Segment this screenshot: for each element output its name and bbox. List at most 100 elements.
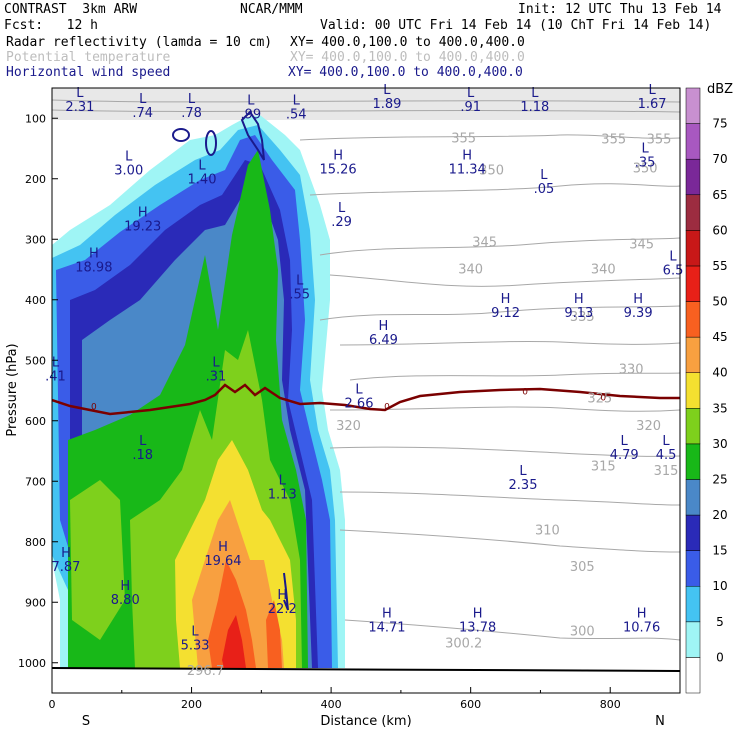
wind-extremum-kind: H	[633, 292, 643, 307]
wind-extremum-kind: L	[212, 355, 220, 370]
wind-extremum-value: 14.71	[368, 620, 405, 635]
field-reflectivity-xy: XY= 400.0,100.0 to 400.0,400.0	[290, 35, 525, 50]
wind-extremum-value: .74	[132, 106, 153, 121]
y-tick-label: 1000	[18, 657, 46, 670]
colorbar-level-label: 15	[712, 544, 727, 558]
wind-extremum-kind: L	[641, 142, 649, 157]
theta-label: 310	[535, 523, 560, 538]
colorbar-swatch	[685, 621, 701, 658]
wind-extremum-kind: H	[120, 579, 130, 594]
wind-extremum-kind: H	[277, 588, 287, 603]
freezing-level-label: 0	[522, 388, 528, 398]
wind-extremum-kind: L	[52, 355, 60, 370]
wind-extremum-kind: L	[338, 201, 346, 216]
colorbar-level-label: 75	[712, 117, 727, 131]
wind-extremum-kind: L	[383, 83, 391, 98]
forecast-hour: Fcst: 12 h	[4, 18, 98, 33]
wind-extremum-value: 9.39	[624, 306, 653, 321]
colorbar-level-label: 50	[712, 295, 727, 309]
theta-line-335	[319, 305, 680, 321]
colorbar-level-label: 25	[712, 472, 727, 486]
colorbar-swatch	[685, 514, 701, 551]
wind-extremum-value: 1.18	[520, 100, 549, 115]
wind-extremum-kind: L	[531, 86, 539, 101]
wind-extremum-kind: L	[662, 434, 670, 449]
wind-extremum-value: 15.26	[319, 162, 356, 177]
colorbar-level-label: 55	[712, 259, 727, 273]
field-reflectivity-name: Radar reflectivity (lamda = 10 cm)	[6, 35, 273, 50]
theta-line-300	[344, 619, 680, 641]
freezing-level-label: 0	[600, 394, 606, 404]
colorbar-level-label: 20	[712, 508, 727, 522]
theta-line-310	[339, 491, 680, 506]
y-tick-label: 100	[25, 112, 46, 125]
wind-extremum-kind: H	[501, 292, 511, 307]
colorbar-swatch	[685, 336, 701, 373]
wind-extremum-value: .31	[206, 369, 227, 384]
colorbar-level-label: 0	[716, 650, 724, 664]
theta-label: 325	[587, 392, 612, 407]
theta-label: 300	[570, 625, 595, 640]
theta-label: 315	[591, 459, 616, 474]
wind-contour-1	[172, 128, 190, 142]
colorbar-swatch	[685, 443, 701, 480]
theta-line-320	[329, 406, 680, 412]
wind-extremum-value: 1.40	[188, 173, 217, 188]
colorbar-level-label: 10	[712, 579, 727, 593]
wind-extremum-kind: H	[574, 292, 584, 307]
wind-contours	[172, 110, 289, 611]
colorbar-swatch	[685, 230, 701, 267]
wind-extremum-value: .18	[132, 448, 153, 463]
colorbar-swatch	[685, 123, 701, 160]
x-tick-label: 200	[181, 698, 202, 711]
surface-line	[52, 667, 680, 672]
freezing-level-label: 0	[91, 403, 97, 413]
wind-extremum-kind: L	[519, 464, 527, 479]
wind-extremum-value: .35	[635, 156, 656, 171]
wind-extremum-value: 7.87	[51, 560, 80, 575]
wind-extremum-value: 1.67	[638, 97, 667, 112]
theta-line-305	[339, 529, 680, 553]
upper-theta-band	[52, 88, 680, 120]
colorbar-swatch	[685, 87, 701, 124]
theta-label: 350	[633, 162, 658, 177]
wind-extremum-value: 9.12	[491, 306, 520, 321]
y-tick-label: 200	[25, 173, 46, 186]
wind-extremum-value: 6.49	[369, 333, 398, 348]
field-theta-xy: XY= 400.0,100.0 to 400.0,400.0	[290, 50, 525, 65]
theta-label: 320	[636, 419, 661, 434]
wind-extremum-value: .41	[45, 369, 66, 384]
colorbar-unit: dBZ	[707, 82, 733, 97]
wind-extremum-value: 4.79	[610, 448, 639, 463]
theta-line-350	[309, 183, 680, 196]
wind-contour-2	[205, 130, 217, 156]
wind-extremum-kind: H	[473, 606, 483, 621]
dbz-55-region	[222, 615, 246, 668]
wind-extremum-kind: H	[333, 148, 343, 163]
valid-time: Valid: 00 UTC Fri 14 Feb 14 (10 ChT Fri …	[320, 18, 712, 33]
wind-contour-3	[240, 110, 265, 161]
wind-extremum-kind: L	[125, 150, 133, 165]
wind-extremum-value: 2.66	[345, 397, 374, 412]
wind-extremum-value: 22.2	[268, 602, 297, 617]
wind-extremum-value: 18.98	[75, 260, 112, 275]
wind-extremum-value: .05	[534, 182, 555, 197]
y-tick-label: 900	[25, 596, 46, 609]
y-axis-title: Pressure (hPa)	[5, 343, 20, 436]
wind-extremum-value: .54	[286, 107, 307, 122]
x-axis-title: Distance (km)	[320, 714, 411, 729]
wind-extremum-kind: H	[61, 546, 71, 561]
wind-extremum-kind: H	[382, 606, 392, 621]
wind-extremum-kind: H	[462, 148, 472, 163]
institution-label: NCAR/MMM	[240, 2, 303, 17]
theta-contours	[52, 99, 680, 641]
colorbar-swatch	[685, 158, 701, 196]
wind-extremum-kind: L	[247, 93, 255, 108]
x-tick-label: 0	[49, 698, 56, 711]
north-end-label: N	[655, 714, 665, 729]
colorbar: 0 5 10 15 20 25 30 35 40 45 50 55 60 65 70 75	[685, 87, 728, 694]
theta-line-325	[349, 372, 680, 381]
dbz-low-pocket	[70, 480, 125, 640]
theta-line-upper	[52, 99, 680, 103]
